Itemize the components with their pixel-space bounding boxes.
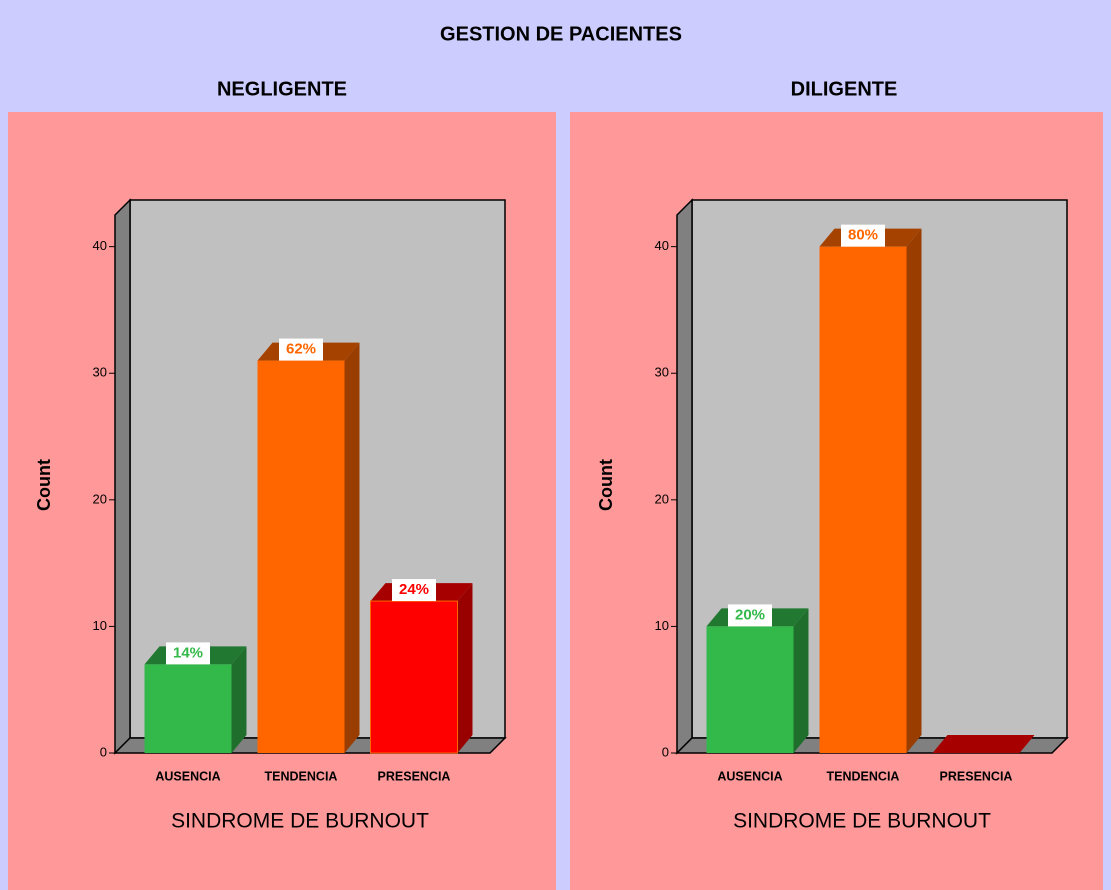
- value-label-box: [166, 642, 210, 665]
- value-label-box: [279, 338, 323, 361]
- value-label-box: [728, 604, 772, 627]
- x-axis-label: SINDROME DE BURNOUT: [171, 810, 429, 833]
- bar-side: [906, 228, 922, 753]
- bar: [706, 626, 794, 753]
- x-axis-label: SINDROME DE BURNOUT: [733, 810, 991, 833]
- y-tick-label: 30: [655, 365, 669, 380]
- value-label-box: [841, 224, 885, 247]
- bar-side: [457, 583, 473, 753]
- y-tick-label: 20: [655, 491, 669, 506]
- side-wall: [676, 198, 693, 755]
- bar-side: [793, 608, 809, 753]
- value-label: 24%: [399, 581, 429, 598]
- x-tick-label: TENDENCIA: [265, 769, 338, 783]
- x-tick-label: PRESENCIA: [378, 769, 451, 783]
- y-axis-label: Count: [34, 459, 54, 511]
- chart-title: GESTION DE PACIENTES: [440, 23, 682, 45]
- panel-title: NEGLIGENTE: [217, 78, 347, 100]
- x-tick-label: AUSENCIA: [155, 769, 220, 783]
- value-label: 20%: [735, 606, 765, 623]
- bar-top: [932, 735, 1035, 753]
- value-label: 80%: [848, 227, 878, 244]
- y-tick-label: 10: [655, 618, 669, 633]
- bar: [144, 664, 232, 753]
- x-tick-label: PRESENCIA: [940, 769, 1013, 783]
- y-tick-label: 30: [93, 365, 107, 380]
- value-label: 14%: [173, 644, 203, 661]
- value-label-box: [392, 579, 436, 602]
- panel-title: DILIGENTE: [791, 78, 898, 100]
- x-tick-label: TENDENCIA: [827, 769, 900, 783]
- y-tick-label: 40: [655, 238, 669, 253]
- bar: [819, 246, 907, 753]
- bar: [370, 600, 458, 754]
- y-tick-label: 10: [93, 618, 107, 633]
- y-tick-label: 20: [93, 491, 107, 506]
- side-wall: [114, 198, 131, 755]
- value-label: 62%: [286, 341, 316, 358]
- y-axis-label: Count: [596, 459, 616, 511]
- x-tick-label: AUSENCIA: [717, 769, 782, 783]
- y-tick-label: 0: [100, 744, 107, 759]
- y-tick-label: 0: [662, 744, 669, 759]
- bar-side: [231, 646, 247, 753]
- bar: [257, 360, 345, 753]
- y-tick-label: 40: [93, 238, 107, 253]
- bar-side: [344, 342, 360, 753]
